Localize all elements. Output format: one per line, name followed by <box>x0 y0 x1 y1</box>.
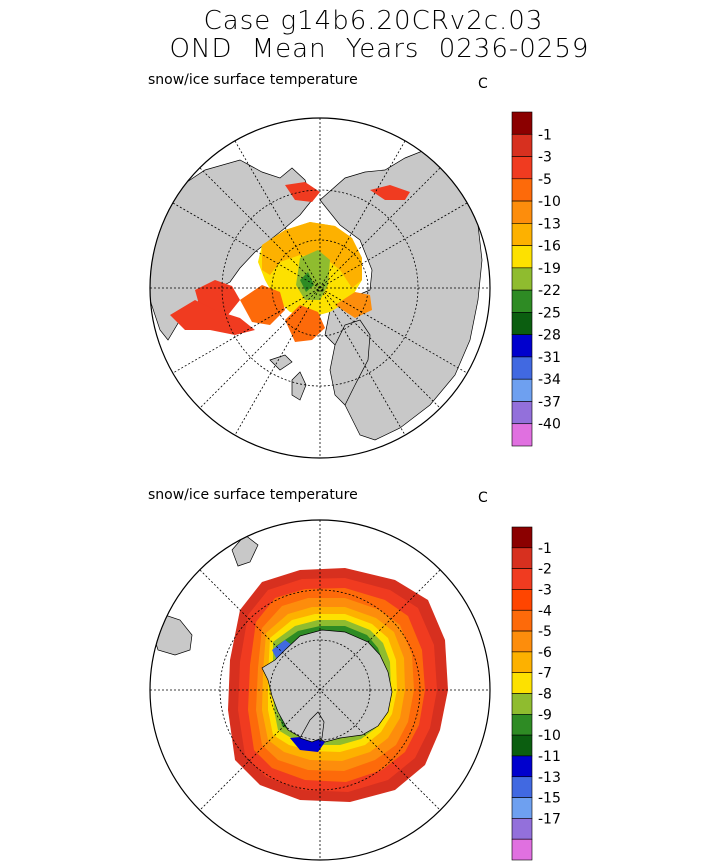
north-unit-label: C <box>478 76 488 92</box>
north-colorbar-tick-label: -31 <box>538 350 561 366</box>
north-ice-baffin <box>240 285 285 325</box>
south-colorbar-swatch <box>511 838 533 861</box>
south-colorbar-tick-label: -11 <box>538 749 561 765</box>
north-ice-bering <box>285 182 320 202</box>
south-colorbar-swatch <box>511 609 533 632</box>
north-ice-barents <box>335 292 372 318</box>
south-colorbar-tick-label: -6 <box>538 645 552 661</box>
north-colorbar-tick-label: -37 <box>538 394 561 410</box>
north-colorbar-swatch <box>511 200 533 224</box>
south-land-peninsula <box>299 711 325 743</box>
south-colorbar-tick-label: -8 <box>538 687 552 703</box>
south-colorbar-swatch <box>511 776 533 798</box>
north-colorbar-swatch <box>511 156 533 180</box>
north-colorbar-tick-label: -3 <box>538 150 552 166</box>
north-colorbar-tick-label: -5 <box>538 172 552 188</box>
north-colorbar-tick-label: -40 <box>538 417 561 433</box>
north-colorbar-tick-label: -25 <box>538 305 561 321</box>
north-colorbar-swatch <box>511 267 533 291</box>
north-land-uk <box>291 371 307 401</box>
south-field-label: snow/ice surface temperature <box>148 487 358 503</box>
south-graticule <box>150 520 490 860</box>
south-colorbar-tick-label: -9 <box>538 707 552 723</box>
south-colorbar-swatch <box>511 589 533 611</box>
north-colorbar-swatch <box>511 111 533 135</box>
south-colorbar-swatch <box>511 734 533 757</box>
south-colorbar-swatch <box>511 797 533 819</box>
south-colorbar-tick-label: -15 <box>538 791 561 807</box>
north-graticule <box>150 118 490 458</box>
south-polar-map <box>149 519 491 861</box>
north-colorbar-swatch <box>511 401 533 425</box>
north-ice-east-greenland <box>285 305 325 342</box>
north-colorbar-tick-label: -34 <box>538 372 561 388</box>
south-colorbar-tick-label: -3 <box>538 582 552 598</box>
south-colorbar-tick-label: -5 <box>538 624 552 640</box>
south-colorbar-swatch <box>511 714 533 736</box>
case-title: Case g14b6.20CRv2c.03 <box>203 6 544 36</box>
north-colorbar-swatch <box>511 223 533 246</box>
south-colorbar-swatch <box>511 818 533 840</box>
south-colorbar-tick-label: -17 <box>538 811 561 827</box>
north-ice-labrador <box>170 300 255 335</box>
north-field-label: snow/ice surface temperature <box>148 72 358 88</box>
period-title: OND Mean Years 0236-0259 <box>169 34 590 64</box>
north-land-americas-greenland <box>150 159 313 341</box>
south-colorbar-tick-label: -7 <box>538 666 552 682</box>
south-colorbar-swatch <box>511 755 533 778</box>
north-colorbar-tick-label: -13 <box>538 216 561 232</box>
north-colorbar-swatch <box>511 133 533 157</box>
north-colorbar-swatch <box>511 245 533 269</box>
south-colorbar-swatch <box>511 630 533 653</box>
south-land-antarctica <box>261 629 393 743</box>
south-colorbar-swatch <box>511 568 533 590</box>
south-colorbar-swatch <box>511 651 533 673</box>
south-colorbar-swatch <box>511 672 533 694</box>
south-colorbar-tick-label: -4 <box>538 603 552 619</box>
north-ice-okhotsk <box>370 185 410 200</box>
north-colorbar-swatch <box>511 378 533 402</box>
south-unit-label: C <box>478 490 488 506</box>
south-colorbar: -1 -2 -3 -4 -5 -6 -7 -8 -9 -10 -11 -13 -15 -17 <box>511 526 561 861</box>
north-colorbar-tick-label: -22 <box>538 283 561 299</box>
south-colorbar-tick-label: -10 <box>538 728 561 744</box>
south-colorbar-tick-label: -1 <box>538 541 552 557</box>
north-colorbar-swatch <box>511 423 533 447</box>
north-colorbar-swatch <box>511 356 533 380</box>
north-colorbar: -1 -3 -5 -10 -13 -16 -19 -22 -25 -28 -31 -34 -37 -40 <box>511 111 561 447</box>
south-colorbar-swatch <box>511 526 533 549</box>
north-colorbar-swatch <box>511 334 533 358</box>
north-polar-map <box>149 117 491 459</box>
north-colorbar-tick-label: -19 <box>538 261 561 277</box>
south-map-border <box>149 519 491 861</box>
north-colorbar-swatch <box>511 178 533 202</box>
north-map-border <box>149 117 491 459</box>
north-colorbar-tick-label: -16 <box>538 239 561 255</box>
north-colorbar-swatch <box>511 289 533 313</box>
north-colorbar-tick-label: -10 <box>538 194 561 210</box>
south-colorbar-swatch <box>511 693 533 715</box>
south-colorbar-tick-label: -2 <box>538 562 552 578</box>
south-colorbar-swatch <box>511 547 533 569</box>
south-colorbar-tick-label: -13 <box>538 770 561 786</box>
north-ice-dkgreen <box>300 272 314 292</box>
north-colorbar-tick-label: -28 <box>538 328 561 344</box>
north-colorbar-tick-label: -1 <box>538 127 552 143</box>
north-colorbar-swatch <box>511 312 533 335</box>
